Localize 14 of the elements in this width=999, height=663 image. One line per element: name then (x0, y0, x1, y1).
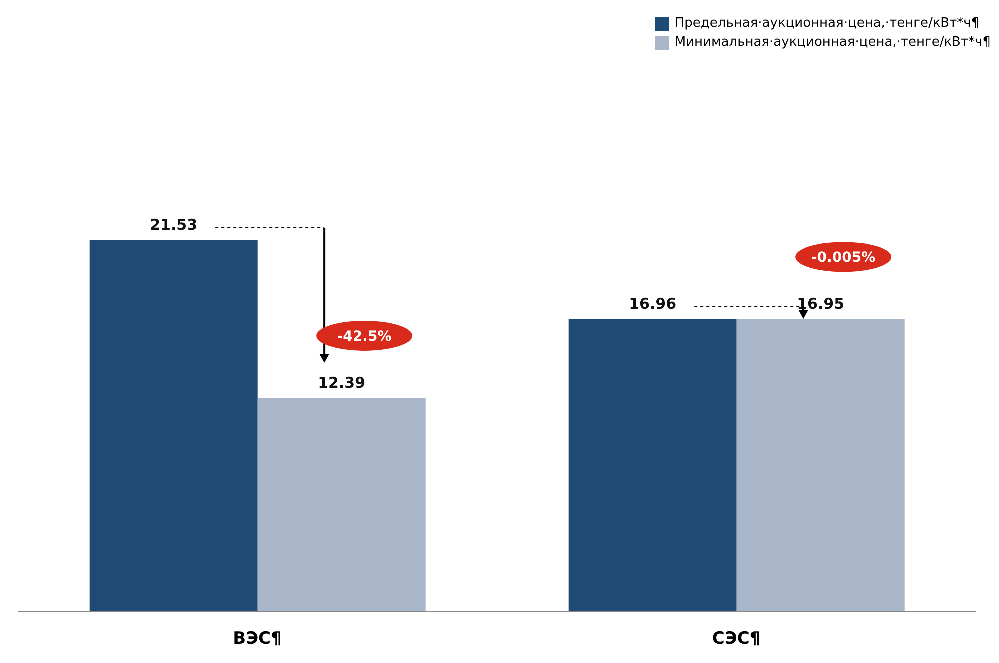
legend-label: Предельная·аукционная·цена,·тенге/кВт*ч¶ (674, 16, 980, 31)
annotation: -42.5% (337, 328, 392, 345)
data-label: 12.39 (318, 374, 366, 392)
x-tick-label: СЭС¶ (712, 629, 761, 650)
annotation: -0.005% (811, 250, 876, 266)
bar (568, 318, 737, 612)
data-label: 21.53 (150, 216, 198, 234)
bar (736, 319, 905, 612)
data-label: 16.95 (797, 295, 845, 314)
legend-label: Минимальная·аукционная·цена,·тенге/кВт*ч¶ (674, 35, 991, 50)
data-label: 16.96 (629, 294, 677, 313)
bar (90, 240, 258, 612)
x-tick-label: ВЭС¶ (233, 629, 282, 650)
bar (258, 398, 426, 612)
